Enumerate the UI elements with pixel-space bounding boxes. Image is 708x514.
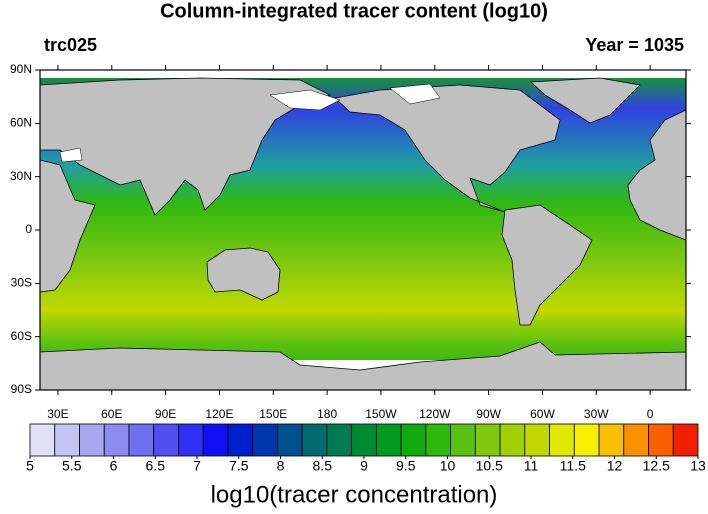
colorbar-box xyxy=(178,423,204,457)
lon-tick-label: 120W xyxy=(419,407,451,421)
colorbar-tick-label: 6.5 xyxy=(146,458,166,474)
no-data xyxy=(40,70,686,78)
colorbar-box xyxy=(499,423,526,457)
colorbar-tick-label: 12.5 xyxy=(643,458,670,474)
left-label: trc025 xyxy=(44,35,97,55)
colorbar-box xyxy=(202,423,229,457)
land xyxy=(39,159,96,293)
colorbar-box xyxy=(474,423,501,457)
colorbar-box xyxy=(103,423,130,457)
colorbar-box xyxy=(351,423,377,457)
colorbar-box xyxy=(227,423,254,457)
right-label: Year = 1035 xyxy=(585,35,684,55)
colorbar-box xyxy=(326,423,353,457)
lon-tick-label: 60W xyxy=(530,407,555,421)
land xyxy=(627,85,687,241)
colorbar-box xyxy=(277,423,303,457)
colorbar-tick-label: 9 xyxy=(360,458,368,474)
colorbar-tick-label: 7.5 xyxy=(229,458,249,474)
colorbar-box xyxy=(524,423,550,457)
land xyxy=(501,204,593,326)
lon-tick-label: 90E xyxy=(155,407,176,421)
colorbar-tick-label: 5 xyxy=(26,458,34,474)
lon-tick-label: 30E xyxy=(47,407,68,421)
colorbar-tick-label: 6 xyxy=(110,458,118,474)
map-title: Column-integrated tracer content (log10) xyxy=(160,0,548,22)
sea-ice xyxy=(269,89,341,111)
colorbar-box xyxy=(128,423,155,457)
colorbar-box xyxy=(252,423,278,457)
colorbar-tick-label: 7 xyxy=(193,458,201,474)
colorbar-tick-label: 11 xyxy=(524,458,539,474)
lon-tick-label: 30W xyxy=(584,407,609,421)
land xyxy=(334,84,561,213)
lon-tick-label: 150W xyxy=(365,407,397,421)
colorbar-box xyxy=(54,423,80,457)
lat-tick-label: 30N xyxy=(10,169,32,183)
colorbar-box xyxy=(648,423,674,457)
lat-tick-label: 90N xyxy=(10,62,32,76)
land xyxy=(530,77,641,124)
colorbar-tick-label: 10 xyxy=(440,458,456,474)
lat-tick-label: 60N xyxy=(10,116,32,130)
colorbar-box xyxy=(450,423,476,457)
colorbar: log10(tracer concentration) xyxy=(211,481,498,508)
colorbar-box xyxy=(79,423,105,457)
map xyxy=(39,69,687,391)
lon-tick-label: 150E xyxy=(259,407,287,421)
lon-tick-label: 180 xyxy=(317,407,337,421)
colorbar-box xyxy=(598,423,625,457)
colorbar-box xyxy=(301,423,328,457)
sea-ice xyxy=(389,83,441,105)
colorbar-tick-label: 13 xyxy=(690,458,706,474)
colorbar-tick-label: 10.5 xyxy=(476,458,503,474)
land xyxy=(39,77,332,216)
colorbar-tick-label: 8 xyxy=(277,458,285,474)
colorbar-tick-label: 9.5 xyxy=(396,458,416,474)
colorbar-box xyxy=(573,423,600,457)
colorbar-tick-label: 11.5 xyxy=(560,458,586,474)
lon-tick-label: 90W xyxy=(476,407,501,421)
colorbar-title: log10(tracer concentration) xyxy=(211,481,498,508)
lon-tick-label: 120E xyxy=(205,407,233,421)
land xyxy=(206,247,281,301)
colorbar-box xyxy=(425,423,451,457)
lat-tick-label: 30S xyxy=(11,276,32,290)
colorbar-box xyxy=(549,423,575,457)
lat-tick-label: 90S xyxy=(11,382,32,396)
colorbar-box xyxy=(153,423,179,457)
colorbar-box xyxy=(623,423,649,457)
colorbar-box xyxy=(375,423,402,457)
colorbar-box xyxy=(400,423,427,457)
colorbar-box xyxy=(29,423,56,457)
lon-tick-label: 60E xyxy=(101,407,122,421)
lon-tick-label: 0 xyxy=(647,407,654,421)
colorbar-tick-label: 12 xyxy=(607,458,623,474)
colorbar-tick-label: 5.5 xyxy=(62,458,82,474)
colorbar-box xyxy=(672,423,699,457)
lat-tick-label: 0 xyxy=(25,222,32,236)
sea-ice xyxy=(59,147,83,163)
lat-tick-label: 60S xyxy=(11,329,32,343)
colorbar-tick-label: 8.5 xyxy=(313,458,333,474)
